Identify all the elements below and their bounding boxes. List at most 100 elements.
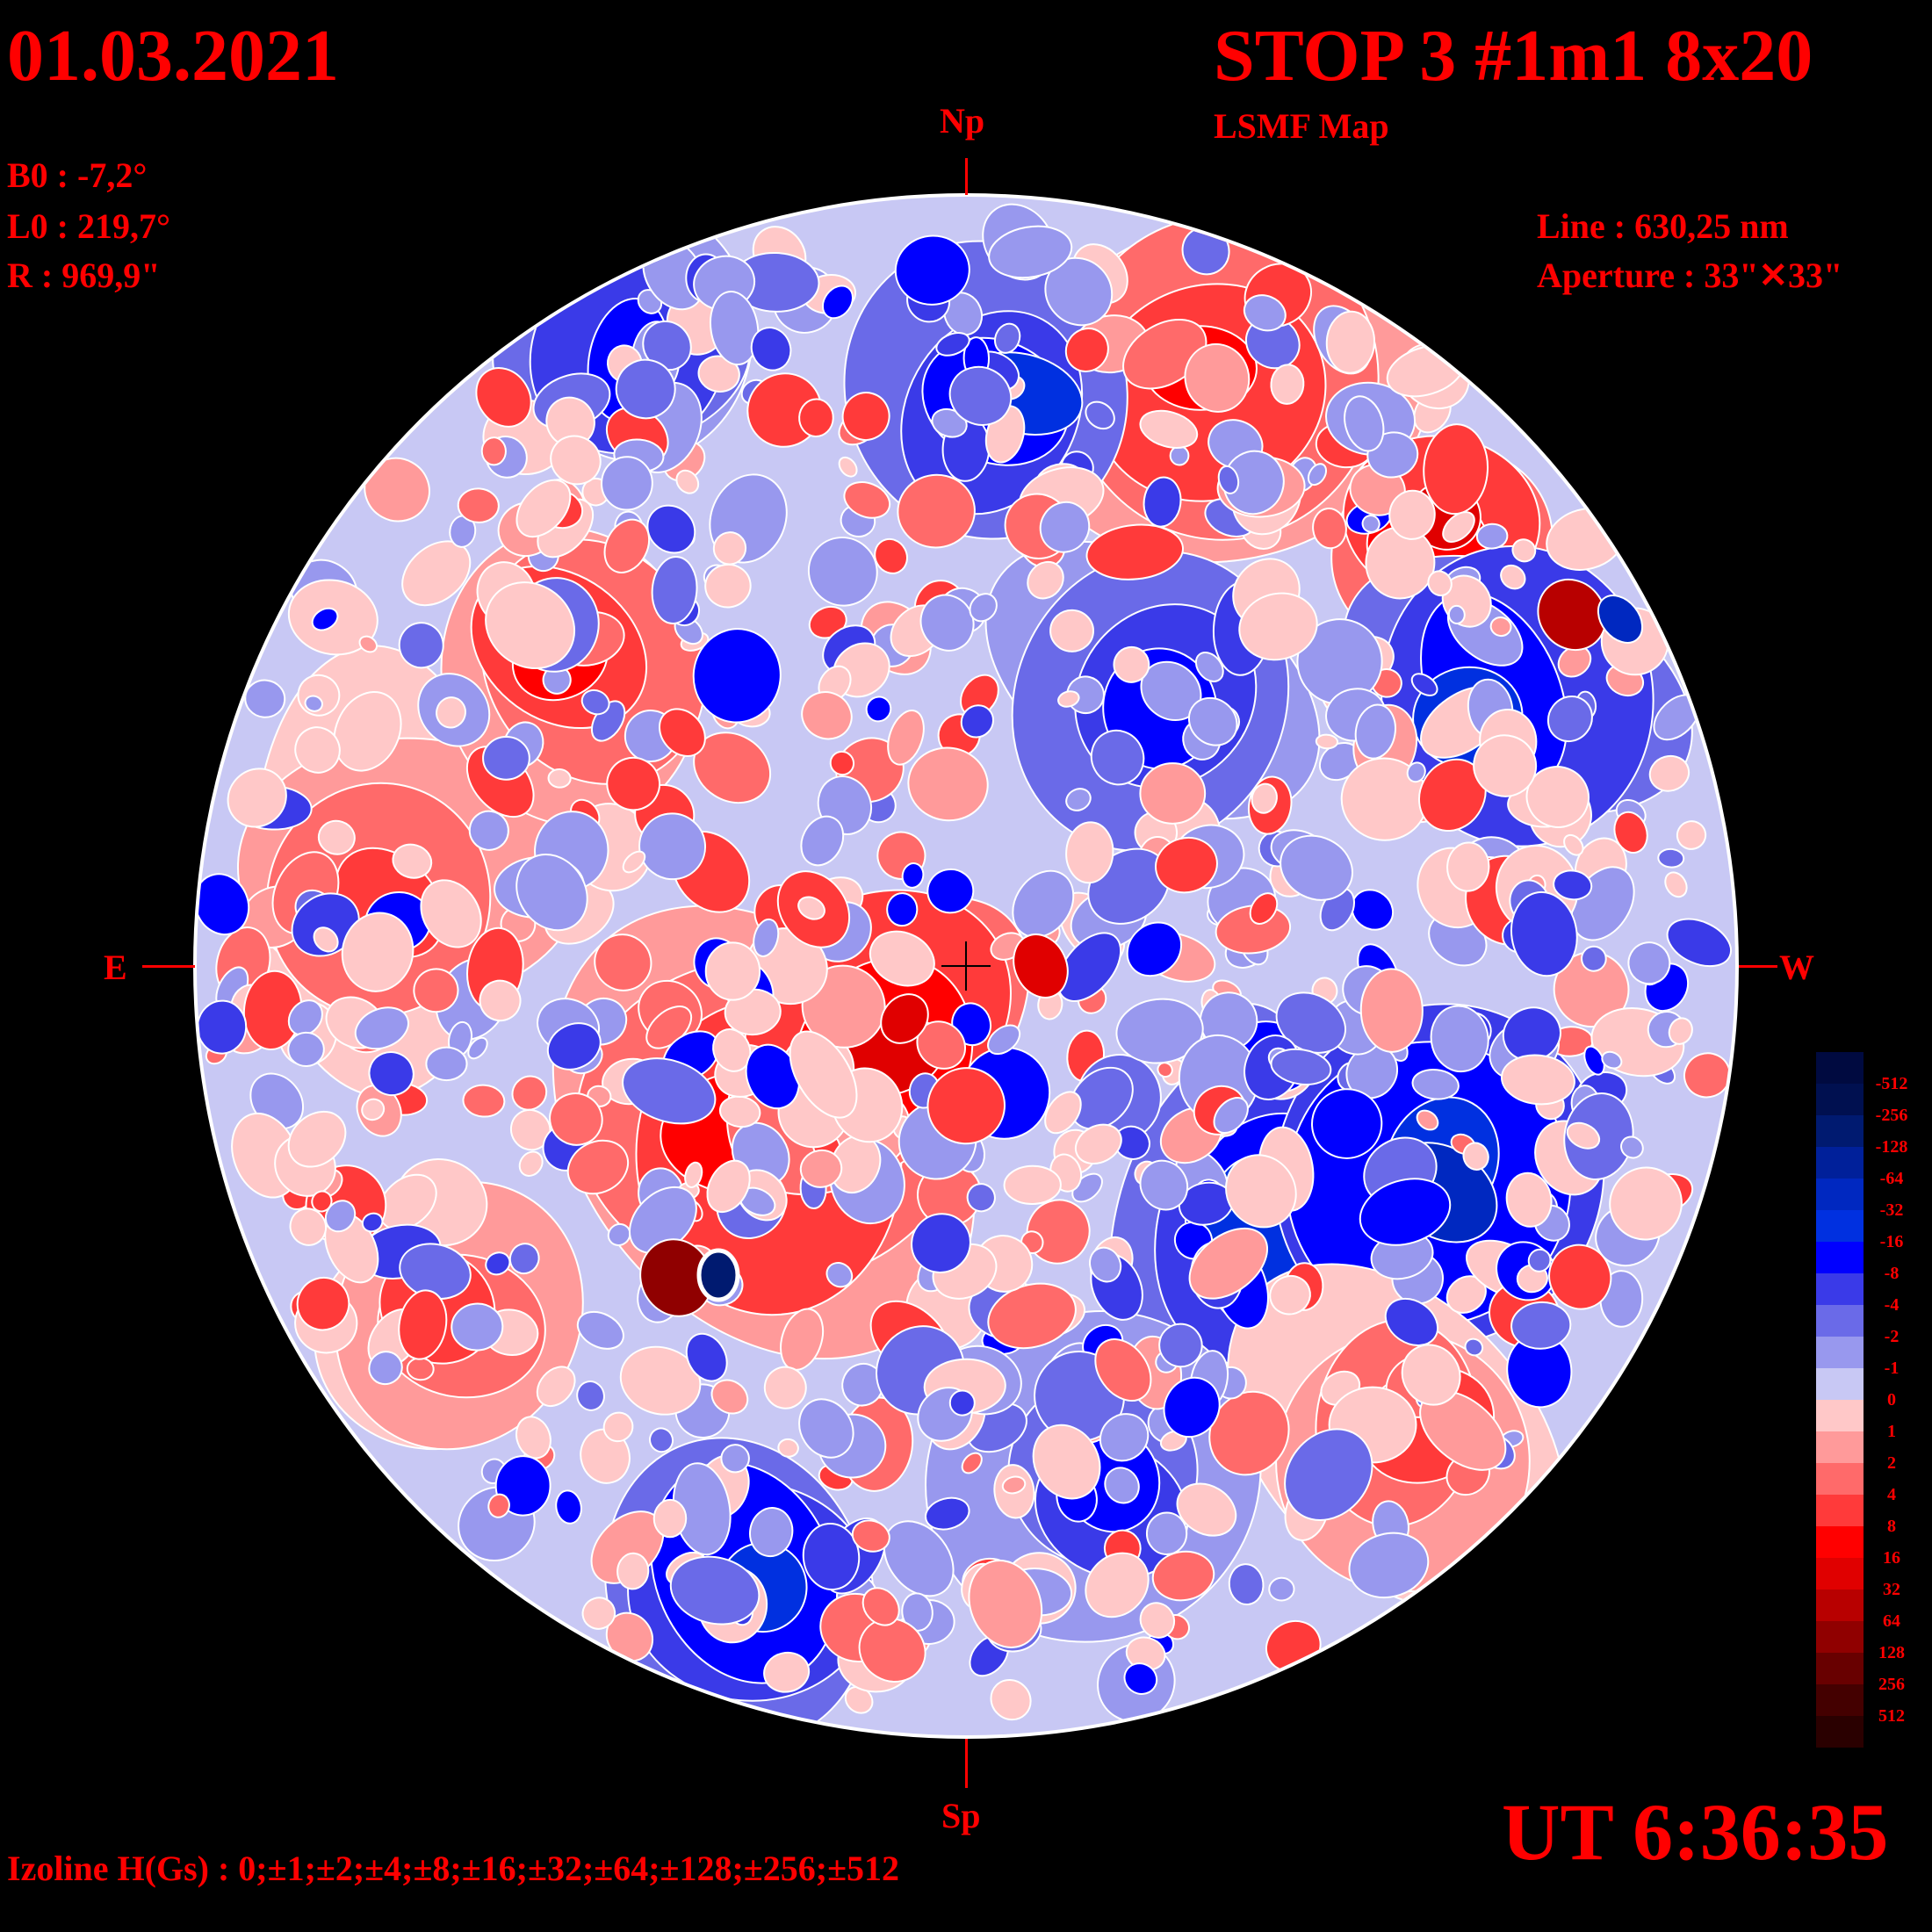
field-blob [341,912,415,992]
field-blob [494,1455,551,1517]
field-blob [935,332,970,357]
field-blob [1012,869,1075,939]
color-swatch [1816,1590,1864,1621]
field-blob [401,540,472,607]
field-blob [659,708,706,757]
field-blob [607,1222,631,1246]
field-blob [515,853,588,932]
field-blob [883,1520,955,1597]
field-blob [622,850,646,874]
field-blob [1013,934,1069,998]
field-blob [799,1149,843,1188]
color-scale-label: 32 [1883,1580,1900,1599]
field-blob [1056,932,1122,1002]
field-blob [969,593,998,623]
field-blob [594,934,652,991]
field-blob [948,365,1013,426]
field-blob [1553,869,1593,901]
field-blob [420,879,482,948]
field-blob [287,1110,347,1168]
field-blob [1065,821,1114,884]
field-blob [706,1159,751,1214]
color-scale-label: 128 [1878,1643,1905,1662]
field-blob [1085,1552,1150,1618]
field-blob [227,768,287,828]
color-scale-label: -128 [1875,1137,1908,1157]
field-blob [669,1555,761,1626]
field-blob [606,756,661,811]
color-scale-label: -1 [1884,1359,1900,1378]
field-blob [874,537,908,574]
field-blob [1310,1088,1383,1159]
color-scale-bar [1816,1052,1864,1748]
field-blob [925,1496,970,1531]
field-blob [968,1559,1043,1648]
field-blob [1094,1338,1152,1402]
field-blob [368,1351,403,1386]
field-blob [960,704,994,739]
field-blob [1351,889,1395,931]
field-blob [841,392,890,442]
field-blob [961,1452,983,1474]
field-blob [926,1067,1006,1145]
field-blob [1123,1662,1158,1695]
field-blob [576,1381,605,1411]
field-blob [304,695,323,712]
field-blob [546,1022,602,1071]
east-tick [142,965,195,968]
field-blob [966,1183,996,1213]
color-swatch [1816,1431,1864,1463]
field-blob [1475,523,1509,550]
field-blob [1581,945,1607,972]
color-scale-label: -2 [1884,1327,1900,1346]
field-blob [869,930,935,987]
field-blob [518,1150,544,1177]
color-scale-label: 2 [1887,1453,1896,1473]
field-blob [287,999,323,1036]
field-blob [311,607,339,631]
field-blob [1113,645,1150,683]
izoline-levels: Izoline H(Gs) : 0;±1;±2;±4;±8;±16;±32;±6… [7,1849,900,1888]
field-blob [1423,423,1489,515]
field-blob [1510,1301,1572,1350]
field-blob [1676,820,1707,850]
field-blob [1039,501,1091,553]
field-blob [1601,1050,1623,1070]
field-blob [1384,1297,1439,1346]
field-blob [646,504,696,554]
field-blob [1410,673,1438,696]
field-blob [684,1161,703,1188]
field-blob [1163,1376,1221,1438]
field-blob [580,688,610,716]
field-blob [1510,890,1578,977]
field-blob [807,537,878,607]
field-blob [798,1398,854,1459]
field-blob [750,327,792,371]
field-blob [1003,1164,1062,1205]
field-blob [1447,604,1466,624]
field-blob [1284,1428,1373,1521]
field-blob [901,1592,934,1632]
field-blob [1238,592,1318,661]
color-scale-label: 4 [1887,1485,1896,1504]
field-blob [1489,616,1512,638]
l0-value: L0 : 219,7° [7,206,170,246]
color-swatch [1816,1242,1864,1273]
field-blob [581,1597,616,1630]
field-blob [480,436,507,466]
field-blob [1249,892,1279,925]
field-blob [1228,1563,1265,1606]
field-blob [704,563,752,609]
spectral-line: Line : 630,25 nm [1537,206,1789,246]
color-scale-label: -512 [1875,1074,1908,1093]
field-blob [313,926,339,953]
field-blob [789,1030,858,1119]
field-blob [763,1651,811,1693]
field-blob [887,710,925,766]
field-blob [615,358,676,420]
field-blob [1609,1166,1683,1241]
field-blob [1275,991,1346,1054]
field-blob [1268,1576,1295,1602]
b0-value: B0 : -7,2° [7,155,148,195]
field-blob [1157,1062,1173,1078]
